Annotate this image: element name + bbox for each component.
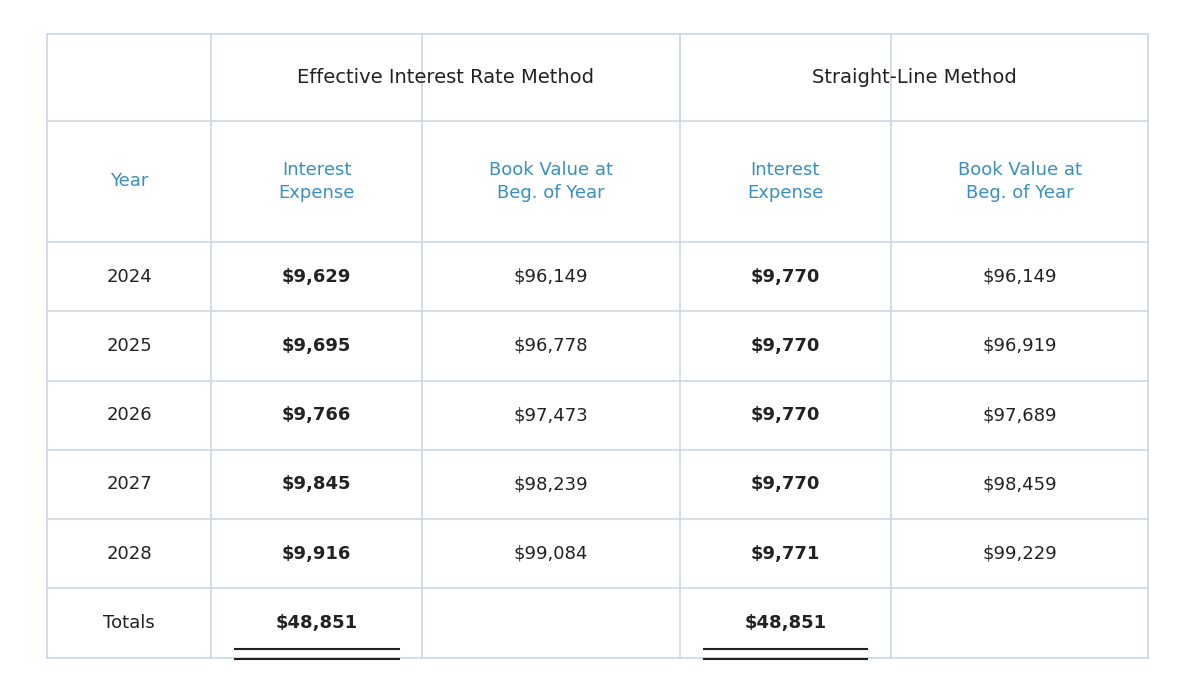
- Text: 2028: 2028: [107, 545, 153, 562]
- Text: 2025: 2025: [107, 337, 153, 355]
- Text: $97,689: $97,689: [983, 406, 1057, 424]
- Text: $99,229: $99,229: [983, 545, 1057, 562]
- Text: Book Value at
Beg. of Year: Book Value at Beg. of Year: [489, 160, 613, 202]
- Text: $97,473: $97,473: [514, 406, 588, 424]
- Text: 2027: 2027: [107, 475, 153, 493]
- Text: $9,770: $9,770: [751, 337, 821, 355]
- Text: $9,916: $9,916: [282, 545, 352, 562]
- Text: $96,149: $96,149: [983, 268, 1057, 286]
- Text: Year: Year: [110, 173, 148, 190]
- Text: $9,770: $9,770: [751, 268, 821, 286]
- Text: Book Value at
Beg. of Year: Book Value at Beg. of Year: [958, 160, 1082, 202]
- Text: $9,770: $9,770: [751, 406, 821, 424]
- Text: Totals: Totals: [103, 614, 155, 632]
- Text: $9,770: $9,770: [751, 475, 821, 493]
- Text: 2026: 2026: [107, 406, 153, 424]
- Text: $9,629: $9,629: [282, 268, 352, 286]
- Text: 2024: 2024: [107, 268, 153, 286]
- Text: $96,778: $96,778: [514, 337, 588, 355]
- Text: $9,771: $9,771: [751, 545, 821, 562]
- Text: $96,919: $96,919: [983, 337, 1057, 355]
- Text: Interest
Expense: Interest Expense: [278, 160, 355, 202]
- Text: $48,851: $48,851: [745, 614, 826, 632]
- Text: Effective Interest Rate Method: Effective Interest Rate Method: [297, 68, 594, 87]
- Text: $48,851: $48,851: [276, 614, 358, 632]
- Text: Interest
Expense: Interest Expense: [747, 160, 824, 202]
- Text: $98,239: $98,239: [514, 475, 588, 493]
- Text: $99,084: $99,084: [514, 545, 588, 562]
- Text: $9,695: $9,695: [282, 337, 352, 355]
- Text: Straight-Line Method: Straight-Line Method: [812, 68, 1017, 87]
- Text: $96,149: $96,149: [514, 268, 588, 286]
- Text: $9,766: $9,766: [282, 406, 352, 424]
- Text: $98,459: $98,459: [983, 475, 1057, 493]
- Text: $9,845: $9,845: [282, 475, 352, 493]
